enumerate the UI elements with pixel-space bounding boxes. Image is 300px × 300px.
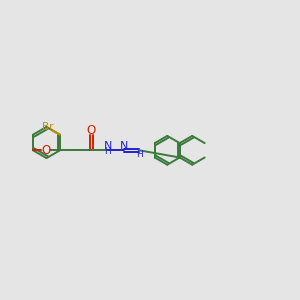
Text: N: N — [103, 141, 112, 152]
Text: H: H — [136, 150, 142, 159]
Text: H: H — [104, 147, 111, 156]
Text: N: N — [120, 141, 128, 152]
Text: O: O — [41, 144, 50, 157]
Text: Br: Br — [42, 122, 54, 132]
Text: O: O — [87, 124, 96, 137]
